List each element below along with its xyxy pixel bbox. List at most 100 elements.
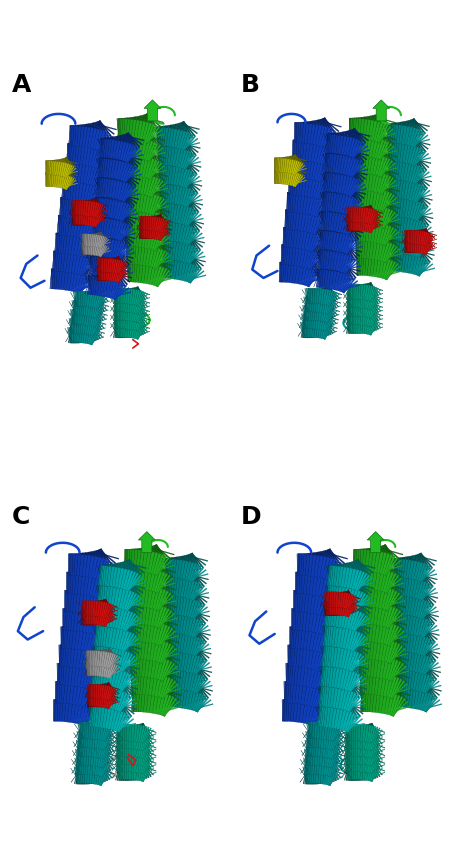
Polygon shape: [91, 556, 98, 578]
Polygon shape: [371, 751, 380, 766]
Polygon shape: [314, 748, 318, 765]
Polygon shape: [322, 685, 325, 706]
Polygon shape: [318, 658, 331, 677]
Polygon shape: [112, 257, 117, 272]
Polygon shape: [98, 267, 100, 280]
Polygon shape: [150, 605, 158, 626]
Polygon shape: [159, 222, 165, 239]
Polygon shape: [358, 602, 359, 624]
Polygon shape: [295, 163, 303, 175]
Polygon shape: [164, 221, 168, 239]
Polygon shape: [179, 206, 186, 224]
Polygon shape: [341, 683, 348, 703]
Polygon shape: [114, 175, 121, 194]
Polygon shape: [78, 732, 82, 748]
Polygon shape: [360, 318, 363, 334]
Polygon shape: [185, 200, 203, 206]
Polygon shape: [153, 243, 173, 249]
Polygon shape: [172, 148, 178, 167]
Polygon shape: [53, 172, 56, 186]
Polygon shape: [83, 698, 104, 705]
Polygon shape: [336, 566, 340, 587]
Polygon shape: [67, 627, 70, 648]
Polygon shape: [92, 299, 97, 315]
Polygon shape: [384, 249, 400, 262]
Polygon shape: [130, 117, 136, 138]
Polygon shape: [164, 241, 167, 259]
Polygon shape: [424, 229, 430, 243]
Polygon shape: [82, 327, 85, 343]
Polygon shape: [372, 254, 378, 273]
Polygon shape: [85, 610, 87, 625]
Polygon shape: [67, 572, 69, 593]
Polygon shape: [62, 175, 67, 188]
Polygon shape: [101, 259, 102, 273]
Polygon shape: [141, 586, 146, 607]
Polygon shape: [174, 652, 177, 671]
Polygon shape: [72, 162, 76, 182]
Polygon shape: [405, 144, 411, 163]
Polygon shape: [93, 292, 97, 308]
Polygon shape: [285, 245, 288, 265]
Polygon shape: [349, 673, 361, 692]
Polygon shape: [91, 685, 92, 698]
Polygon shape: [308, 722, 311, 739]
Polygon shape: [75, 181, 80, 200]
Polygon shape: [348, 200, 361, 216]
Polygon shape: [99, 234, 110, 238]
Polygon shape: [407, 668, 412, 687]
Polygon shape: [346, 207, 350, 222]
Polygon shape: [409, 146, 417, 164]
Polygon shape: [82, 601, 85, 617]
Polygon shape: [328, 593, 330, 608]
Polygon shape: [350, 293, 352, 309]
Polygon shape: [351, 167, 363, 182]
Polygon shape: [333, 152, 337, 171]
Polygon shape: [345, 187, 352, 206]
Polygon shape: [161, 667, 173, 688]
Polygon shape: [145, 150, 154, 170]
Polygon shape: [369, 749, 385, 755]
Polygon shape: [96, 740, 101, 757]
Polygon shape: [160, 214, 168, 226]
Polygon shape: [70, 216, 76, 237]
Polygon shape: [288, 175, 289, 195]
Polygon shape: [160, 223, 170, 233]
Polygon shape: [371, 759, 380, 774]
Polygon shape: [94, 267, 101, 280]
Polygon shape: [411, 255, 418, 274]
Polygon shape: [132, 209, 136, 229]
Polygon shape: [118, 724, 121, 741]
Polygon shape: [112, 765, 123, 778]
Polygon shape: [364, 637, 368, 659]
Polygon shape: [156, 256, 169, 273]
Polygon shape: [371, 754, 378, 771]
Polygon shape: [336, 233, 343, 252]
Polygon shape: [162, 221, 166, 240]
Polygon shape: [96, 766, 101, 783]
Polygon shape: [291, 645, 293, 666]
Polygon shape: [281, 244, 282, 265]
Polygon shape: [358, 637, 360, 659]
Polygon shape: [104, 157, 109, 175]
Polygon shape: [101, 600, 105, 616]
Polygon shape: [162, 146, 167, 165]
Polygon shape: [406, 138, 413, 157]
Polygon shape: [74, 213, 80, 233]
Polygon shape: [88, 685, 90, 698]
Polygon shape: [401, 615, 405, 633]
Polygon shape: [99, 693, 102, 707]
Polygon shape: [105, 613, 113, 627]
Polygon shape: [85, 213, 105, 219]
Polygon shape: [86, 660, 88, 676]
Polygon shape: [122, 184, 131, 201]
Polygon shape: [403, 670, 407, 689]
Polygon shape: [327, 267, 332, 286]
Polygon shape: [347, 684, 367, 690]
Polygon shape: [98, 218, 102, 237]
Polygon shape: [124, 740, 126, 756]
Polygon shape: [118, 264, 128, 273]
Polygon shape: [325, 666, 329, 685]
Polygon shape: [313, 143, 320, 163]
Polygon shape: [372, 150, 379, 170]
